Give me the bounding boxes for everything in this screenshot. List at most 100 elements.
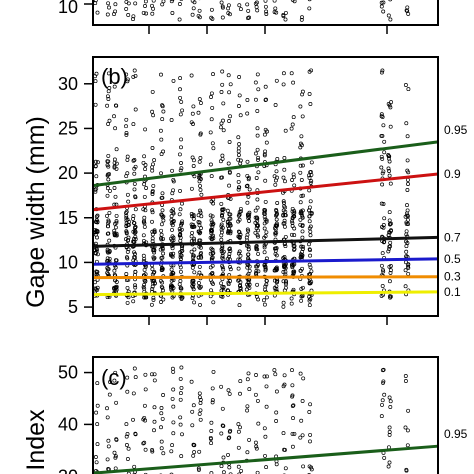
data-point	[124, 124, 128, 129]
data-point	[106, 71, 111, 76]
data-point	[299, 286, 304, 291]
data-point	[227, 429, 232, 434]
data-point	[405, 188, 410, 192]
data-point	[209, 174, 214, 179]
data-point	[263, 178, 268, 183]
data-point	[198, 210, 203, 215]
data-point	[171, 431, 176, 436]
data-point	[246, 284, 251, 289]
data-point	[264, 230, 269, 235]
data-point	[263, 265, 268, 270]
data-point	[226, 452, 230, 457]
data-point	[289, 71, 294, 76]
data-point	[219, 230, 224, 235]
data-point	[245, 183, 250, 188]
data-point	[191, 253, 196, 258]
panel-c-y-tick-label: 30	[58, 466, 78, 474]
data-point	[299, 194, 304, 199]
data-point	[144, 186, 149, 190]
data-point	[263, 4, 268, 9]
data-point	[292, 431, 297, 436]
panel-c-y-ticks: 30 40 50	[58, 363, 93, 474]
data-point	[219, 121, 224, 126]
data-point	[403, 83, 408, 87]
data-point	[124, 209, 129, 214]
data-point	[381, 367, 386, 372]
data-point	[179, 145, 183, 150]
data-point	[236, 278, 241, 283]
data-point	[198, 183, 202, 188]
data-point	[131, 214, 136, 219]
data-point	[282, 447, 287, 452]
data-point	[282, 373, 287, 378]
data-point	[198, 208, 202, 213]
data-point	[225, 219, 230, 224]
data-point	[388, 399, 393, 404]
data-point	[300, 399, 305, 403]
data-point	[133, 194, 138, 199]
data-point	[152, 230, 157, 235]
data-point	[388, 240, 393, 245]
data-point	[133, 283, 137, 288]
data-point	[113, 126, 118, 131]
data-point	[179, 365, 184, 370]
data-point	[274, 169, 279, 174]
data-point	[152, 372, 157, 377]
data-point	[161, 0, 166, 4]
data-point	[178, 391, 183, 396]
data-point	[178, 95, 183, 100]
data-point	[190, 111, 195, 116]
data-point	[220, 213, 224, 218]
data-point	[282, 218, 287, 223]
data-point	[177, 152, 182, 157]
quantile-line-0.95	[92, 444, 439, 474]
data-point	[272, 246, 277, 251]
data-point	[132, 250, 137, 255]
data-point	[170, 0, 175, 2]
data-point	[387, 230, 392, 235]
data-point	[141, 160, 146, 165]
data-point	[158, 128, 163, 133]
data-point	[133, 237, 138, 242]
data-point	[238, 283, 243, 288]
data-point	[210, 280, 214, 285]
data-point	[197, 285, 202, 290]
data-point	[105, 457, 110, 462]
data-point	[227, 140, 232, 144]
data-point	[150, 219, 154, 224]
data-point	[308, 170, 313, 175]
data-point	[150, 3, 154, 8]
data-point	[236, 153, 241, 157]
data-point	[387, 103, 392, 108]
data-point	[198, 302, 202, 307]
data-point	[189, 249, 194, 254]
data-point	[262, 426, 267, 431]
data-point	[208, 436, 213, 441]
data-point	[253, 220, 258, 225]
data-point	[265, 374, 269, 379]
data-point	[403, 284, 408, 289]
data-point	[209, 441, 214, 446]
data-point	[133, 1, 138, 6]
data-point	[190, 230, 195, 235]
data-point	[264, 404, 269, 409]
data-point	[211, 233, 215, 238]
data-point	[192, 236, 196, 241]
data-point	[379, 201, 384, 206]
data-point	[253, 97, 258, 102]
data-point	[179, 99, 184, 104]
data-point	[190, 12, 195, 17]
data-point	[263, 434, 268, 439]
data-point	[198, 131, 203, 136]
data-point	[219, 281, 224, 286]
quantile-line-0.1	[92, 290, 439, 297]
data-point	[190, 214, 194, 219]
data-point	[93, 189, 98, 194]
data-point	[382, 139, 387, 144]
data-point	[255, 282, 260, 287]
data-point	[308, 229, 313, 234]
data-point	[171, 188, 176, 193]
data-point	[307, 214, 312, 219]
data-point	[159, 425, 163, 430]
data-point	[107, 392, 112, 397]
